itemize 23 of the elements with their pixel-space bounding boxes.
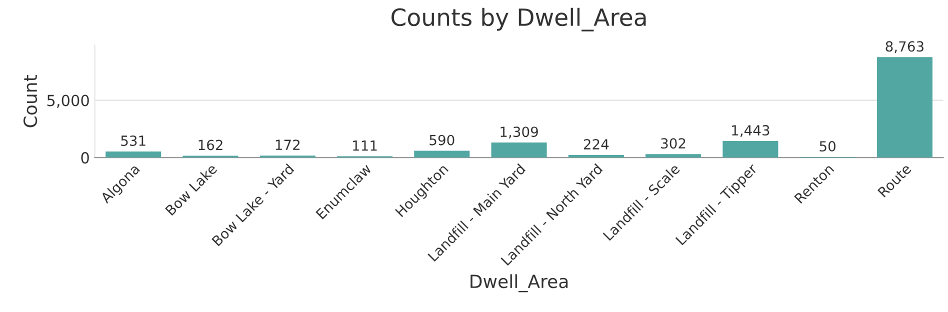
data-label: 172 [276, 140, 300, 150]
x-axis-title: Dwell_Area [470, 274, 568, 292]
data-label: 8,763 [886, 41, 924, 54]
data-label: 1,443 [732, 125, 770, 137]
data-label: 224 [584, 139, 609, 150]
bar [722, 141, 778, 158]
y-tick-label: 5,000 [47, 94, 89, 108]
chart-title: Counts by Dwell_Area [392, 8, 646, 32]
bar [106, 151, 162, 158]
data-label: 162 [198, 140, 222, 150]
bar [876, 57, 932, 158]
bar [646, 154, 702, 158]
data-label: 302 [661, 138, 686, 149]
y-tick-label: 0 [81, 152, 89, 164]
data-label: 531 [121, 136, 146, 146]
bar [568, 154, 624, 158]
data-label: 590 [430, 134, 454, 146]
data-label: 50 [820, 141, 836, 152]
data-label: 1,309 [500, 126, 538, 139]
y-axis-title: Count [23, 75, 38, 128]
data-label: 111 [353, 140, 377, 151]
bar [491, 142, 547, 158]
bar [414, 150, 470, 158]
